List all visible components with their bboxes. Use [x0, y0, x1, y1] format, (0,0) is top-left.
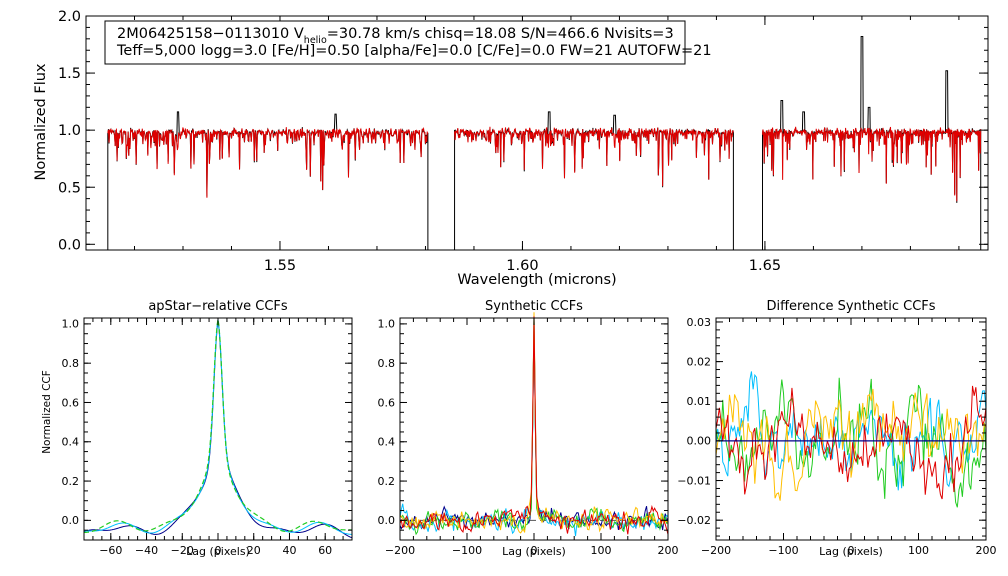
y-tick-label: 0.0 — [378, 514, 396, 527]
model-spectrum-line — [107, 126, 429, 198]
x-tick-label: 200 — [976, 544, 997, 557]
apstar-ccf-ticks: −60 −40 −20 0 20 40 60 0.0 0.2 0.4 0.6 0.8 1.0 — [62, 318, 353, 557]
y-tick-label: 0.8 — [62, 357, 80, 370]
synthetic-ccf-ticks: −200 −100 0 100 200 0.0 0.2 0.4 0.6 0.8 1.0 — [378, 318, 679, 557]
y-tick-label: 0.4 — [62, 436, 80, 449]
apstar-ccf-frame — [83, 317, 353, 541]
y-tick-label: 0.0 — [62, 514, 80, 527]
x-tick-label: −100 — [452, 544, 482, 557]
x-tick-label: −20 — [171, 544, 194, 557]
spectrum-ylabel: Normalized Flux — [33, 63, 49, 180]
difference-ccf-line — [715, 385, 987, 500]
apstar-ccf-title: apStar−relative CCFs — [148, 299, 288, 314]
synthetic-ccf-series-group — [399, 312, 669, 537]
x-tick-label: 1.65 — [749, 258, 781, 274]
apstar-ccf-line — [83, 319, 353, 535]
model-spectrum-line — [454, 126, 734, 187]
apstar-ccf-line — [83, 321, 353, 539]
apstar-ccf-panel: −60 −40 −20 0 20 40 60 0.0 0.2 0.4 0.6 0.8 1.0 apSta… — [41, 299, 353, 558]
spectrum-ticks: 1.55 1.60 1.65 0.0 0.5 1.0 1.5 2.0 — [58, 9, 988, 274]
x-tick-label: 60 — [318, 544, 332, 557]
x-tick-label: 100 — [591, 544, 612, 557]
model-spectrum-line — [762, 126, 982, 202]
apstar-ccf-ylabel: Normalized CCF — [41, 370, 53, 454]
x-tick-label: 0 — [848, 544, 855, 557]
y-tick-label: 1.5 — [58, 66, 81, 82]
x-tick-label: −200 — [701, 544, 731, 557]
info-box — [104, 20, 686, 65]
y-tick-label: −0.01 — [677, 474, 711, 487]
x-tick-label: −200 — [385, 544, 415, 557]
x-tick-label: 40 — [282, 544, 296, 557]
y-tick-label: 0.4 — [378, 436, 396, 449]
x-tick-label: −100 — [768, 544, 798, 557]
x-tick-label: 200 — [658, 544, 679, 557]
y-tick-label: 1.0 — [62, 318, 80, 331]
y-tick-label: 0.6 — [378, 396, 396, 409]
apstar-ccf-xlabel: Lag (pixels) — [186, 545, 250, 558]
difference-ccf-title: Difference Synthetic CCFs — [766, 299, 935, 314]
difference-ccf-series-group — [715, 371, 987, 508]
spectrum-xlabel: Wavelength (microns) — [457, 272, 616, 288]
y-tick-label: 1.0 — [378, 318, 396, 331]
y-tick-label: 0.8 — [378, 357, 396, 370]
y-tick-label: 0.2 — [378, 475, 396, 488]
info-line-1: 2M06425158−0113010 Vhelio=30.78 km/s chi… — [117, 26, 674, 46]
y-tick-label: 0.02 — [687, 355, 712, 368]
difference-ccf-panel: −200 −100 0 100 200 −0.02 −0.01 0.00 0.01 0.02 0.0… — [677, 299, 996, 558]
difference-ccf-xlabel: Lag (pixels) — [819, 545, 883, 558]
x-tick-label: 100 — [908, 544, 929, 557]
y-tick-label: 0.6 — [62, 396, 80, 409]
synthetic-ccf-xlabel: Lag (pixels) — [502, 545, 566, 558]
spectrum-series-group — [107, 36, 982, 250]
synthetic-ccf-line — [399, 316, 669, 535]
y-tick-label: 1.0 — [58, 123, 81, 139]
synthetic-ccf-panel: −200 −100 0 100 200 0.0 0.2 0.4 0.6 0.8 1.0 Synthe… — [378, 299, 679, 558]
y-tick-label: 0.03 — [687, 316, 712, 329]
y-tick-label: 2.0 — [58, 9, 81, 25]
y-tick-label: 0.00 — [687, 435, 712, 448]
y-tick-label: 0.5 — [58, 180, 81, 196]
x-tick-label: 0 — [215, 544, 222, 557]
x-tick-label: 0 — [531, 544, 538, 557]
difference-ccf-line — [715, 388, 987, 501]
y-tick-label: −0.02 — [677, 514, 711, 527]
difference-ccf-ticks: −200 −100 0 100 200 −0.02 −0.01 0.00 0.01 0.02 0.0… — [677, 316, 996, 557]
x-tick-label: 1.60 — [506, 258, 538, 274]
spectrum-frame — [85, 15, 989, 251]
x-tick-label: −40 — [135, 544, 158, 557]
apstar-ccf-line — [83, 319, 353, 534]
apstar-ccf-series-group — [83, 319, 353, 539]
y-tick-label: 0.01 — [687, 395, 712, 408]
synthetic-ccf-title: Synthetic CCFs — [485, 299, 583, 314]
x-tick-label: 1.55 — [264, 258, 296, 274]
spectrum-panel: 1.55 1.60 1.65 0.0 0.5 1.0 1.5 2.0 2M06425158−0… — [33, 9, 989, 288]
difference-ccf-line — [715, 377, 987, 508]
y-tick-label: 0.0 — [58, 237, 81, 253]
x-tick-label: 20 — [247, 544, 261, 557]
y-tick-label: 0.2 — [62, 475, 80, 488]
x-tick-label: −60 — [99, 544, 122, 557]
info-line-2: Teff=5,000 logg=3.0 [Fe/H]=0.50 [alpha/F… — [116, 43, 712, 59]
